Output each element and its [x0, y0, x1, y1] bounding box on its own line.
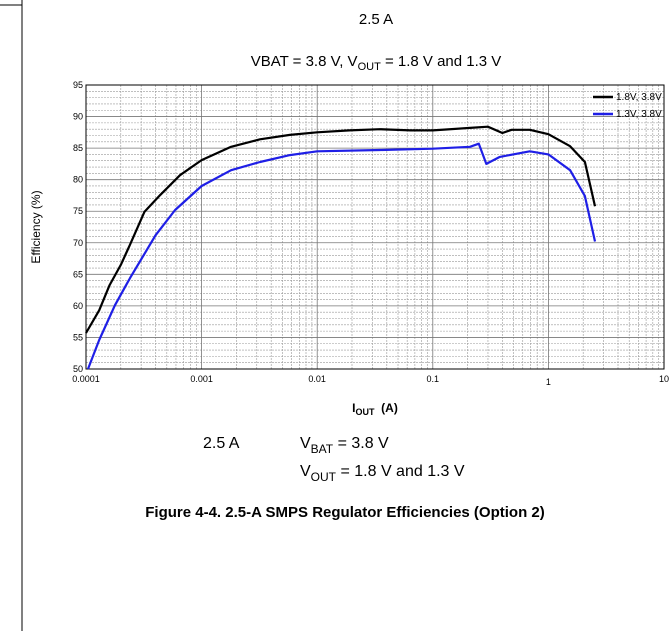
- y-tick-label: 50: [73, 364, 83, 374]
- x-tick-label: 0.001: [190, 374, 213, 384]
- y-tick-label: 60: [73, 301, 83, 311]
- y-axis-label: Efficiency (%): [29, 190, 43, 263]
- cond-sub: OUT: [311, 470, 337, 484]
- cond-sub: BAT: [311, 442, 334, 456]
- x-label-text: I: [352, 401, 355, 415]
- x-axis-label: IOUT (A): [352, 401, 398, 417]
- plot: 50 55 60 65 70 75 80 85 90 95 0.0001 0.001 0.01 0.1 1 1…: [72, 80, 669, 387]
- x-tick-label: 1: [546, 377, 551, 387]
- figure-caption: Figure 4-4. 2.5-A SMPS Regulator Efficie…: [145, 504, 545, 521]
- subtitle-text: VBAT = 3.8 V, V: [251, 53, 358, 70]
- series-line: [85, 125, 597, 334]
- y-tick-label: 95: [73, 80, 83, 90]
- y-tick-label: 90: [73, 112, 83, 122]
- plot-area: [86, 85, 664, 369]
- subtitle-text: = 1.8 V and 1.3 V: [381, 53, 502, 70]
- chart-title: 2.5 A: [359, 11, 393, 28]
- legend-label: 1.3V, 3.8V: [616, 109, 662, 120]
- y-tick-label: 75: [73, 206, 83, 216]
- x-tick-label: 0.01: [308, 374, 326, 384]
- condition-current: 2.5 A: [203, 435, 240, 452]
- y-tick-label: 55: [73, 332, 83, 342]
- x-tick-label: 0.0001: [72, 374, 100, 384]
- y-tick-label: 70: [73, 238, 83, 248]
- plot-border: [85, 84, 665, 370]
- x-tick-label: 10: [659, 374, 669, 384]
- subtitle-sub: OUT: [358, 61, 382, 73]
- x-tick-label: 0.1: [427, 374, 440, 384]
- y-tick-label: 85: [73, 143, 83, 153]
- series-line: [86, 142, 597, 370]
- x-label-sub: OUT: [356, 407, 376, 417]
- condition-vbat: VBAT = 3.8 V: [300, 435, 389, 456]
- cond-text: = 1.8 V and 1.3 V: [336, 463, 465, 480]
- y-tick-label: 65: [73, 269, 83, 279]
- chart-subtitle: VBAT = 3.8 V, VOUT = 1.8 V and 1.3 V: [251, 53, 502, 73]
- legend-label: 1.8V, 3.8V: [616, 92, 662, 103]
- condition-vout: VOUT = 1.8 V and 1.3 V: [300, 463, 465, 484]
- x-label-text: (A): [375, 401, 398, 415]
- y-tick-label: 80: [73, 175, 83, 185]
- cond-text: V: [300, 463, 311, 480]
- cond-text: = 3.8 V: [333, 435, 389, 452]
- cond-text: V: [300, 435, 311, 452]
